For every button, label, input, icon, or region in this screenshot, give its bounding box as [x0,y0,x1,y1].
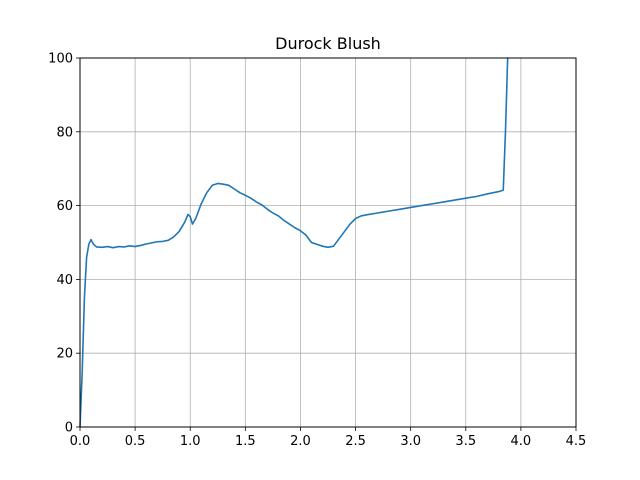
x-tick-label: 4.0 [511,434,532,449]
y-tick-label: 80 [56,125,73,140]
x-tick-label: 2.5 [345,434,366,449]
y-tick-label: 40 [56,273,73,288]
y-tick-label: 0 [65,421,73,436]
x-axis: 0.0 0.5 1.0 1.5 2.0 2.5 3.0 3.5 4.0 4.5 [70,427,587,449]
series-line-0 [79,57,509,428]
series-line-group [79,57,509,428]
x-tick-label: 4.5 [566,434,587,449]
y-tick-label: 60 [56,199,73,214]
x-tick-label: 3.0 [400,434,421,449]
x-tick-label: 1.0 [180,434,201,449]
x-tick-label: 1.5 [235,434,256,449]
y-tick-label: 100 [48,52,73,67]
y-tick-label: 20 [56,347,73,362]
x-tick-label: 0.5 [125,434,146,449]
x-tick-label: 3.5 [455,434,476,449]
x-tick-label: 2.0 [290,434,311,449]
chart-title: Durock Blush [275,34,381,53]
y-axis: 0 20 40 60 80 100 [48,52,80,436]
x-tick-label: 0.0 [70,434,91,449]
plot-frame [79,57,577,428]
